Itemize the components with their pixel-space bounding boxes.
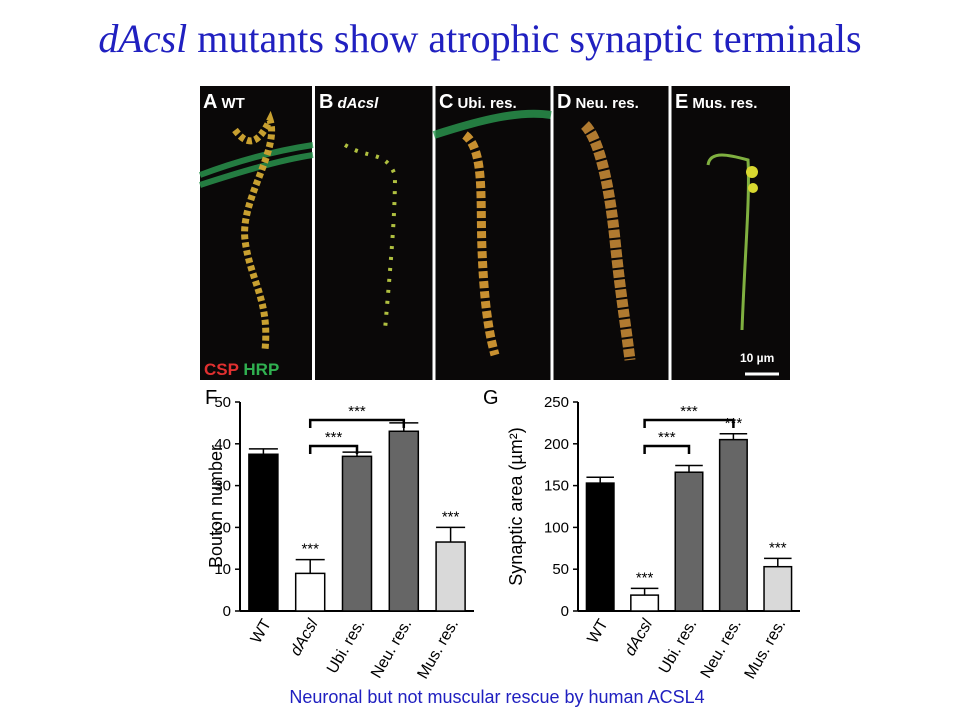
scale-bar-label: 10 µm: [740, 351, 774, 365]
y-tick-label: 100: [544, 519, 569, 536]
y-tick-label: 30: [214, 478, 231, 495]
panel-label: D Neu. res.: [557, 91, 639, 113]
x-tick-label: Neu. res.: [368, 617, 415, 682]
bar: [294, 572, 326, 612]
bar: [763, 565, 793, 612]
y-axis-label: Bouton number: [206, 445, 226, 568]
panel-letter: A: [203, 91, 217, 113]
stain-labels: CSP HRP: [204, 360, 279, 379]
panel-name: Mus. res.: [692, 95, 757, 112]
terminal: [461, 131, 500, 357]
bar: [718, 438, 748, 612]
x-tick-label: Ubi. res.: [324, 617, 369, 677]
y-tick-label: 250: [544, 394, 569, 411]
y-tick-label: 0: [561, 603, 569, 620]
bar: [630, 594, 660, 612]
stain-label: HRP: [243, 360, 279, 379]
x-tick-label: WT: [585, 616, 612, 646]
x-tick-label: dAcsl: [622, 616, 657, 659]
y-tick-label: 50: [214, 394, 231, 411]
slide-title: dAcsl mutants show atrophic synaptic ter…: [98, 16, 861, 61]
bracket-label: ***: [325, 429, 343, 446]
significance-label: ***: [442, 508, 460, 525]
panel-letter: C: [439, 91, 453, 113]
micrographs: 10 µm CSP HRP: [198, 86, 790, 380]
panel-letter: D: [557, 91, 571, 113]
title-rest: mutants show atrophic synaptic terminals: [197, 16, 861, 61]
title-italic: dAcsl: [98, 16, 187, 61]
terminal: [232, 110, 276, 351]
panel-letter: E: [675, 91, 688, 113]
panel-letter: F: [205, 387, 217, 409]
y-axis-label: Synaptic area (µm²): [506, 427, 526, 585]
bouton: [746, 166, 758, 178]
bar: [585, 482, 615, 612]
panel-letter: G: [483, 387, 499, 409]
bar-chart: G Synaptic area (µm²) 0 50 100 150 200 250 WT ***…: [483, 387, 800, 682]
x-tick-label: dAcsl: [287, 616, 322, 659]
y-tick-label: 150: [544, 478, 569, 495]
panel-name: dAcsl: [337, 95, 379, 112]
x-tick-label: WT: [248, 616, 275, 646]
bracket-label: ***: [680, 403, 698, 420]
y-tick-label: 10: [214, 561, 231, 578]
bar: [341, 455, 373, 612]
nerve: [432, 109, 552, 139]
significance-bracket: [308, 444, 359, 454]
bar: [435, 541, 466, 612]
significance-label: ***: [636, 569, 654, 586]
significance-bracket: [643, 444, 691, 454]
stain-label: CSP: [204, 360, 239, 379]
x-tick-label: Mus. res.: [742, 617, 790, 682]
panel-label: E Mus. res.: [675, 91, 757, 113]
bracket-label: ***: [658, 429, 676, 446]
micrograph-bg: [200, 86, 790, 380]
y-tick-label: 0: [223, 603, 231, 620]
panel-label: C Ubi. res.: [439, 91, 517, 113]
panel-label: A WT: [203, 91, 245, 113]
bracket-label: ***: [348, 403, 366, 420]
panel-name: Neu. res.: [575, 95, 638, 112]
significance-bracket: [643, 418, 735, 428]
y-tick-label: 50: [552, 561, 569, 578]
panel-name: Ubi. res.: [457, 95, 516, 112]
significance-label: ***: [769, 539, 787, 556]
terminal: [706, 153, 750, 331]
y-tick-label: 200: [544, 436, 569, 453]
significance-label: ***: [301, 541, 319, 558]
caption: Neuronal but not muscular rescue by huma…: [289, 687, 704, 707]
x-tick-label: Ubi. res.: [656, 617, 701, 677]
terminal: [580, 121, 636, 361]
panel-name: WT: [221, 95, 244, 112]
y-tick-label: 20: [214, 519, 231, 536]
nerve: [198, 142, 314, 188]
bar-chart: F Bouton number 0 10 20 30 40 50 WT *** dAcsl Ubi. …: [205, 387, 474, 682]
y-tick-label: 40: [214, 436, 231, 453]
bar: [388, 430, 420, 612]
x-tick-label: Neu. res.: [698, 617, 745, 682]
x-tick-label: Mus. res.: [414, 617, 462, 682]
significance-bracket: [308, 418, 406, 428]
bar: [248, 453, 279, 612]
bouton: [748, 183, 758, 193]
bar: [674, 471, 704, 612]
panel-letter: B: [319, 91, 333, 113]
